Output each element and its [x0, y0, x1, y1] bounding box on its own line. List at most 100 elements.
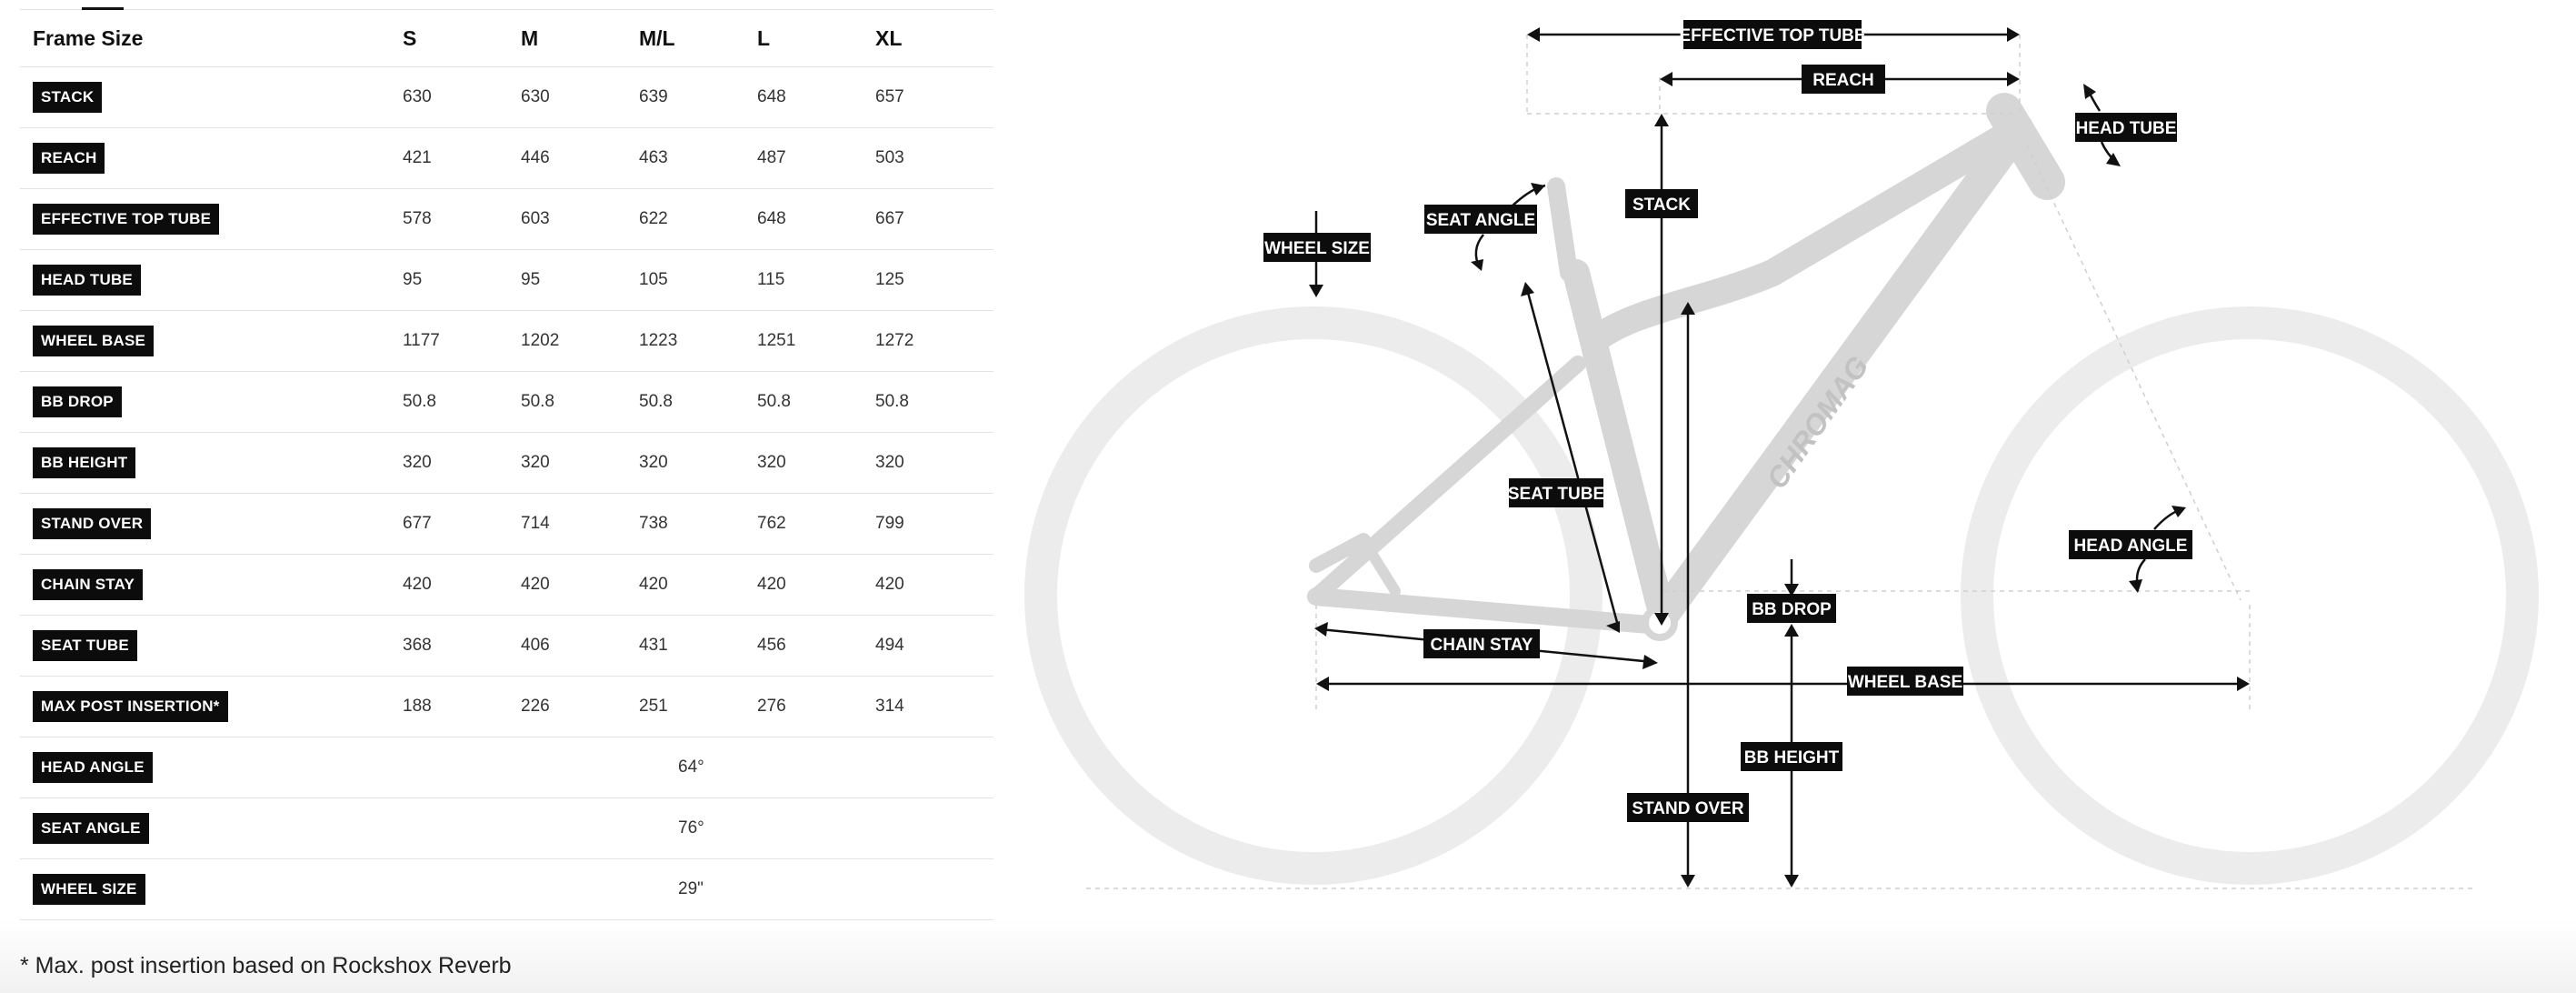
row-label-cell: WHEEL BASE [20, 310, 403, 372]
value-cell: 1272 [875, 310, 993, 372]
value-cell: 320 [875, 432, 993, 494]
value-cell: 320 [639, 432, 757, 494]
wheelsize-tag-box [1263, 233, 1371, 262]
value-cell: 251 [639, 676, 757, 737]
stack-tag: STACK [1632, 196, 1691, 215]
value-cell: 420 [875, 554, 993, 616]
row-label: SEAT TUBE [33, 630, 137, 661]
table-row: SEAT ANGLE 76° [20, 797, 993, 859]
row-label: MAX POST INSERTION* [33, 691, 228, 722]
value-cell: 115 [757, 249, 875, 311]
guide-lines [1315, 35, 2254, 709]
value-cell: 431 [639, 615, 757, 677]
down-tube [1644, 121, 2029, 636]
wheelbase-tag: WHEEL BASE [1848, 673, 1962, 692]
value-cell: 503 [875, 127, 993, 189]
chainstay-tag-box [1423, 629, 1540, 658]
value-cell: 714 [521, 493, 639, 555]
value-cell: 494 [875, 615, 993, 677]
table-row: CHAIN STAY 420 420 420 420 420 [20, 554, 993, 616]
row-label-cell: HEAD TUBE [20, 249, 403, 311]
value-cell: 105 [639, 249, 757, 311]
bottom-bracket [1642, 605, 1678, 641]
row-label-cell: BB HEIGHT [20, 432, 403, 494]
shared-value-cell: 64° [403, 737, 993, 798]
shared-value-cell: 29" [403, 858, 993, 920]
value-cell: 630 [403, 66, 521, 128]
geometry-diagram: CHROMAG [1024, 20, 2539, 889]
value-cell: 578 [403, 188, 521, 250]
value-cell: 630 [521, 66, 639, 128]
seattube-tag-box [1509, 478, 1603, 507]
wheelsize-tag: WHEEL SIZE [1264, 239, 1370, 258]
standover-tag-box [1627, 793, 1749, 822]
value-cell: 95 [521, 249, 639, 311]
value-cell: 420 [403, 554, 521, 616]
value-cell: 487 [757, 127, 875, 189]
head-tube-shape [1986, 93, 2065, 200]
table-row: BB HEIGHT 320 320 320 320 320 [20, 432, 993, 494]
value-cell: 188 [403, 676, 521, 737]
row-label-cell: BB DROP [20, 371, 403, 433]
row-label-cell: CHAIN STAY [20, 554, 403, 616]
seatangle-arrowhead-top [1531, 183, 1545, 196]
table-row: MAX POST INSERTION* 188 226 251 276 314 [20, 676, 993, 737]
headtube-tag-box [2075, 113, 2177, 142]
value-cell: 667 [875, 188, 993, 250]
seatangle-tag-box [1424, 205, 1537, 234]
value-cell: 420 [757, 554, 875, 616]
row-label-cell: SEAT TUBE [20, 615, 403, 677]
bbdrop-tag: BB DROP [1752, 600, 1832, 619]
row-label-cell: HEAD ANGLE [20, 737, 403, 798]
value-cell: 1251 [757, 310, 875, 372]
value-cell: 50.8 [757, 371, 875, 433]
headangle-arrowhead-bottom [2129, 579, 2142, 593]
value-cell: 320 [403, 432, 521, 494]
diagram-labels: EFFECTIVE TOP TUBE REACH HEAD TUBE STACK… [1263, 20, 2192, 822]
rear-wheel [1024, 306, 1603, 885]
shared-value-cell: 76° [403, 797, 993, 859]
bbdrop-tag-box [1747, 594, 1836, 623]
value-cell: 368 [403, 615, 521, 677]
table-row: HEAD ANGLE 64° [20, 737, 993, 798]
value-cell: 456 [757, 615, 875, 677]
headangle-tag: HEAD ANGLE [2074, 537, 2188, 556]
table-row: SEAT TUBE 368 406 431 456 494 [20, 615, 993, 677]
standover-tag: STAND OVER [1632, 799, 1743, 818]
seattube-arrow [1525, 288, 1620, 627]
size-header-s: S [403, 9, 521, 67]
bike-frame: CHROMAG [1307, 93, 2065, 641]
size-header-l: L [757, 9, 875, 67]
value-cell: 446 [521, 127, 639, 189]
headtube-arrowhead-top [2083, 84, 2096, 99]
seattube-tag: SEAT TUBE [1508, 485, 1604, 504]
value-cell: 421 [403, 127, 521, 189]
headtube-tag: HEAD TUBE [2076, 119, 2177, 138]
table-body: STACK 630 630 639 648 657 REACH 421 446 463 487 503… [20, 66, 993, 920]
size-header-ml: M/L [639, 9, 757, 67]
size-header-xl: XL [875, 9, 993, 67]
table-row: HEAD TUBE 95 95 105 115 125 [20, 249, 993, 311]
value-cell: 420 [521, 554, 639, 616]
chain-stay-shape [1307, 587, 1669, 635]
row-label: STACK [33, 82, 103, 113]
value-cell: 226 [521, 676, 639, 737]
table-header-row: Frame Size S M M/L L XL [20, 9, 993, 67]
value-cell: 406 [521, 615, 639, 677]
geometry-table: Frame Size S M M/L L XL STACK 630 630 639 64… [20, 9, 993, 920]
table-row: STAND OVER 677 714 738 762 799 [20, 493, 993, 555]
row-label: BB DROP [33, 386, 122, 417]
value-cell: 1177 [403, 310, 521, 372]
table-row: STACK 630 630 639 648 657 [20, 66, 993, 128]
row-label: CHAIN STAY [33, 569, 144, 600]
frame-size-header: Frame Size [20, 9, 403, 67]
row-label: HEAD TUBE [33, 265, 141, 296]
front-wheel [1961, 306, 2539, 885]
ett-tag: EFFECTIVE TOP TUBE [1679, 26, 1865, 45]
dropout [1309, 533, 1371, 573]
value-cell: 1202 [521, 310, 639, 372]
value-cell: 1223 [639, 310, 757, 372]
value-cell: 320 [521, 432, 639, 494]
seat-tube-shape [1563, 259, 1677, 634]
value-cell: 657 [875, 66, 993, 128]
